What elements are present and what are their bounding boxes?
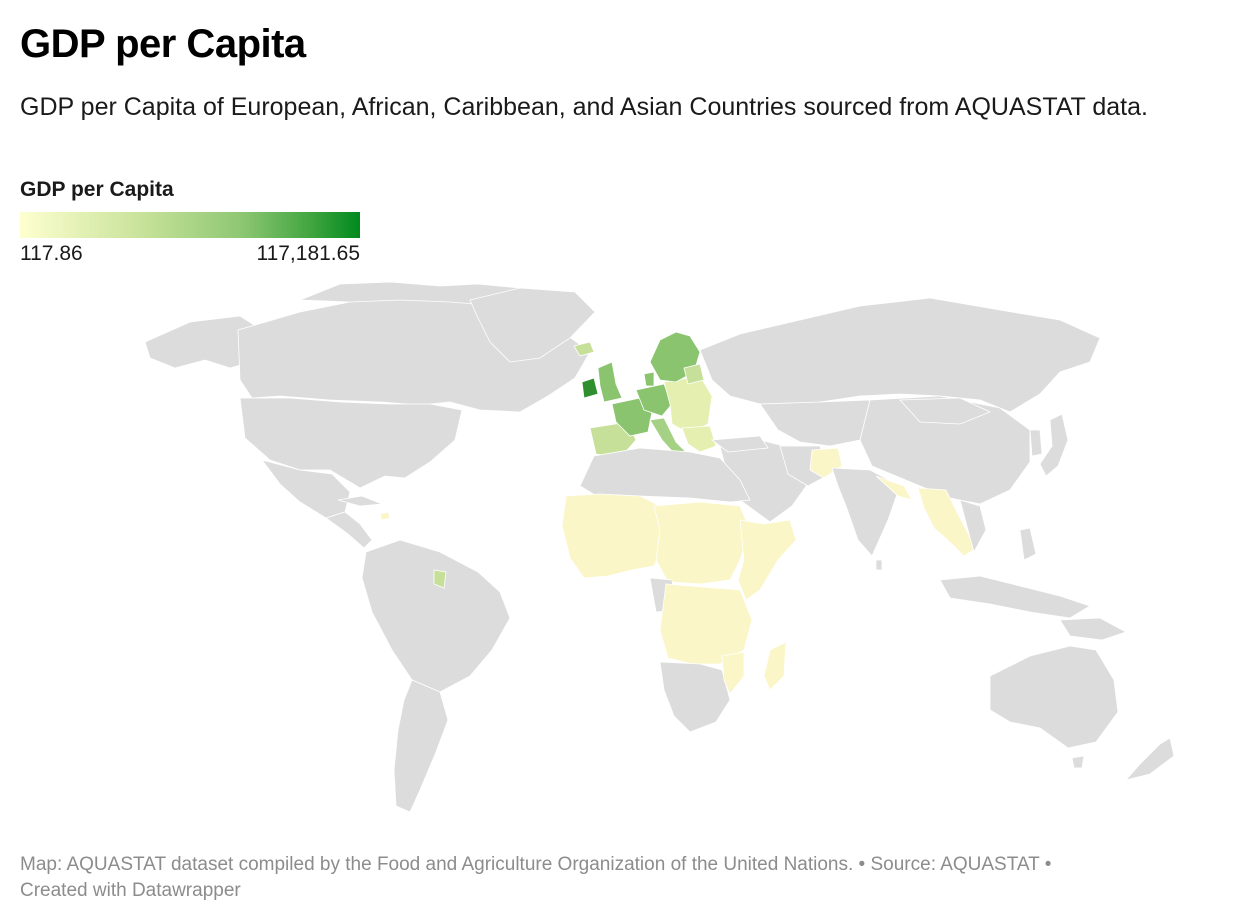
legend-title: GDP per Capita (20, 178, 174, 201)
region-germany-benelux[interactable] (635, 383, 673, 417)
region-south-america-south[interactable] (393, 679, 449, 813)
region-philippines[interactable] (1019, 527, 1037, 561)
chart-subtitle: GDP per Capita of European, African, Car… (20, 93, 1148, 121)
footer-credits: Map: AQUASTAT dataset compiled by the Fo… (20, 852, 1220, 904)
region-usa[interactable] (239, 397, 463, 489)
region-balkans[interactable] (681, 425, 717, 453)
region-iceland[interactable] (573, 341, 595, 357)
region-southern-central-africa[interactable] (659, 583, 753, 665)
region-central-africa[interactable] (653, 501, 751, 585)
region-denmark[interactable] (643, 371, 655, 387)
region-india[interactable] (831, 467, 901, 557)
region-baltics[interactable] (683, 363, 705, 385)
region-south-america-north[interactable] (361, 539, 511, 693)
region-cuba[interactable] (337, 495, 383, 507)
region-mozambique[interactable] (721, 651, 745, 695)
region-horn-of-africa[interactable] (737, 519, 797, 601)
region-greenland[interactable] (469, 287, 596, 363)
footer-source-line: Map: AQUASTAT dataset compiled by the Fo… (20, 854, 1052, 875)
region-russia[interactable] (699, 297, 1101, 413)
region-china[interactable] (859, 395, 1031, 505)
region-southern-africa[interactable] (659, 661, 731, 733)
region-southeast-asia[interactable] (917, 487, 977, 557)
region-korea[interactable] (1029, 429, 1043, 457)
region-french-guiana[interactable] (433, 569, 447, 589)
region-vietnam[interactable] (959, 499, 987, 554)
region-west-africa[interactable] (561, 493, 671, 579)
region-turkey[interactable] (710, 435, 769, 453)
region-sri-lanka[interactable] (875, 559, 883, 571)
region-central-america[interactable] (325, 511, 373, 549)
region-tasmania[interactable] (1071, 755, 1085, 769)
region-madagascar[interactable] (763, 641, 787, 691)
region-uk[interactable] (597, 361, 623, 403)
region-mongolia[interactable] (899, 397, 992, 425)
legend-max-label: 117,181.65 (256, 242, 360, 265)
footer-created-with[interactable]: Created with Datawrapper (20, 880, 241, 901)
region-malaysia-indonesia[interactable] (939, 575, 1091, 619)
color-legend: GDP per Capita 117.86 117,181.65 (20, 178, 360, 270)
region-ireland[interactable] (581, 377, 599, 399)
region-haiti[interactable] (379, 511, 391, 521)
region-australia[interactable] (989, 645, 1119, 749)
region-new-zealand[interactable] (1124, 737, 1175, 781)
legend-min-label: 117.86 (20, 242, 83, 265)
legend-gradient-bar (20, 212, 360, 238)
region-eastern-europe[interactable] (663, 375, 713, 435)
legend-labels: 117.86 117,181.65 (20, 240, 360, 270)
region-japan[interactable] (1039, 413, 1069, 477)
world-map (144, 281, 1175, 813)
region-new-guinea[interactable] (1059, 617, 1128, 641)
region-nepal-bangladesh[interactable] (875, 475, 913, 501)
chart-title: GDP per Capita (20, 22, 306, 66)
